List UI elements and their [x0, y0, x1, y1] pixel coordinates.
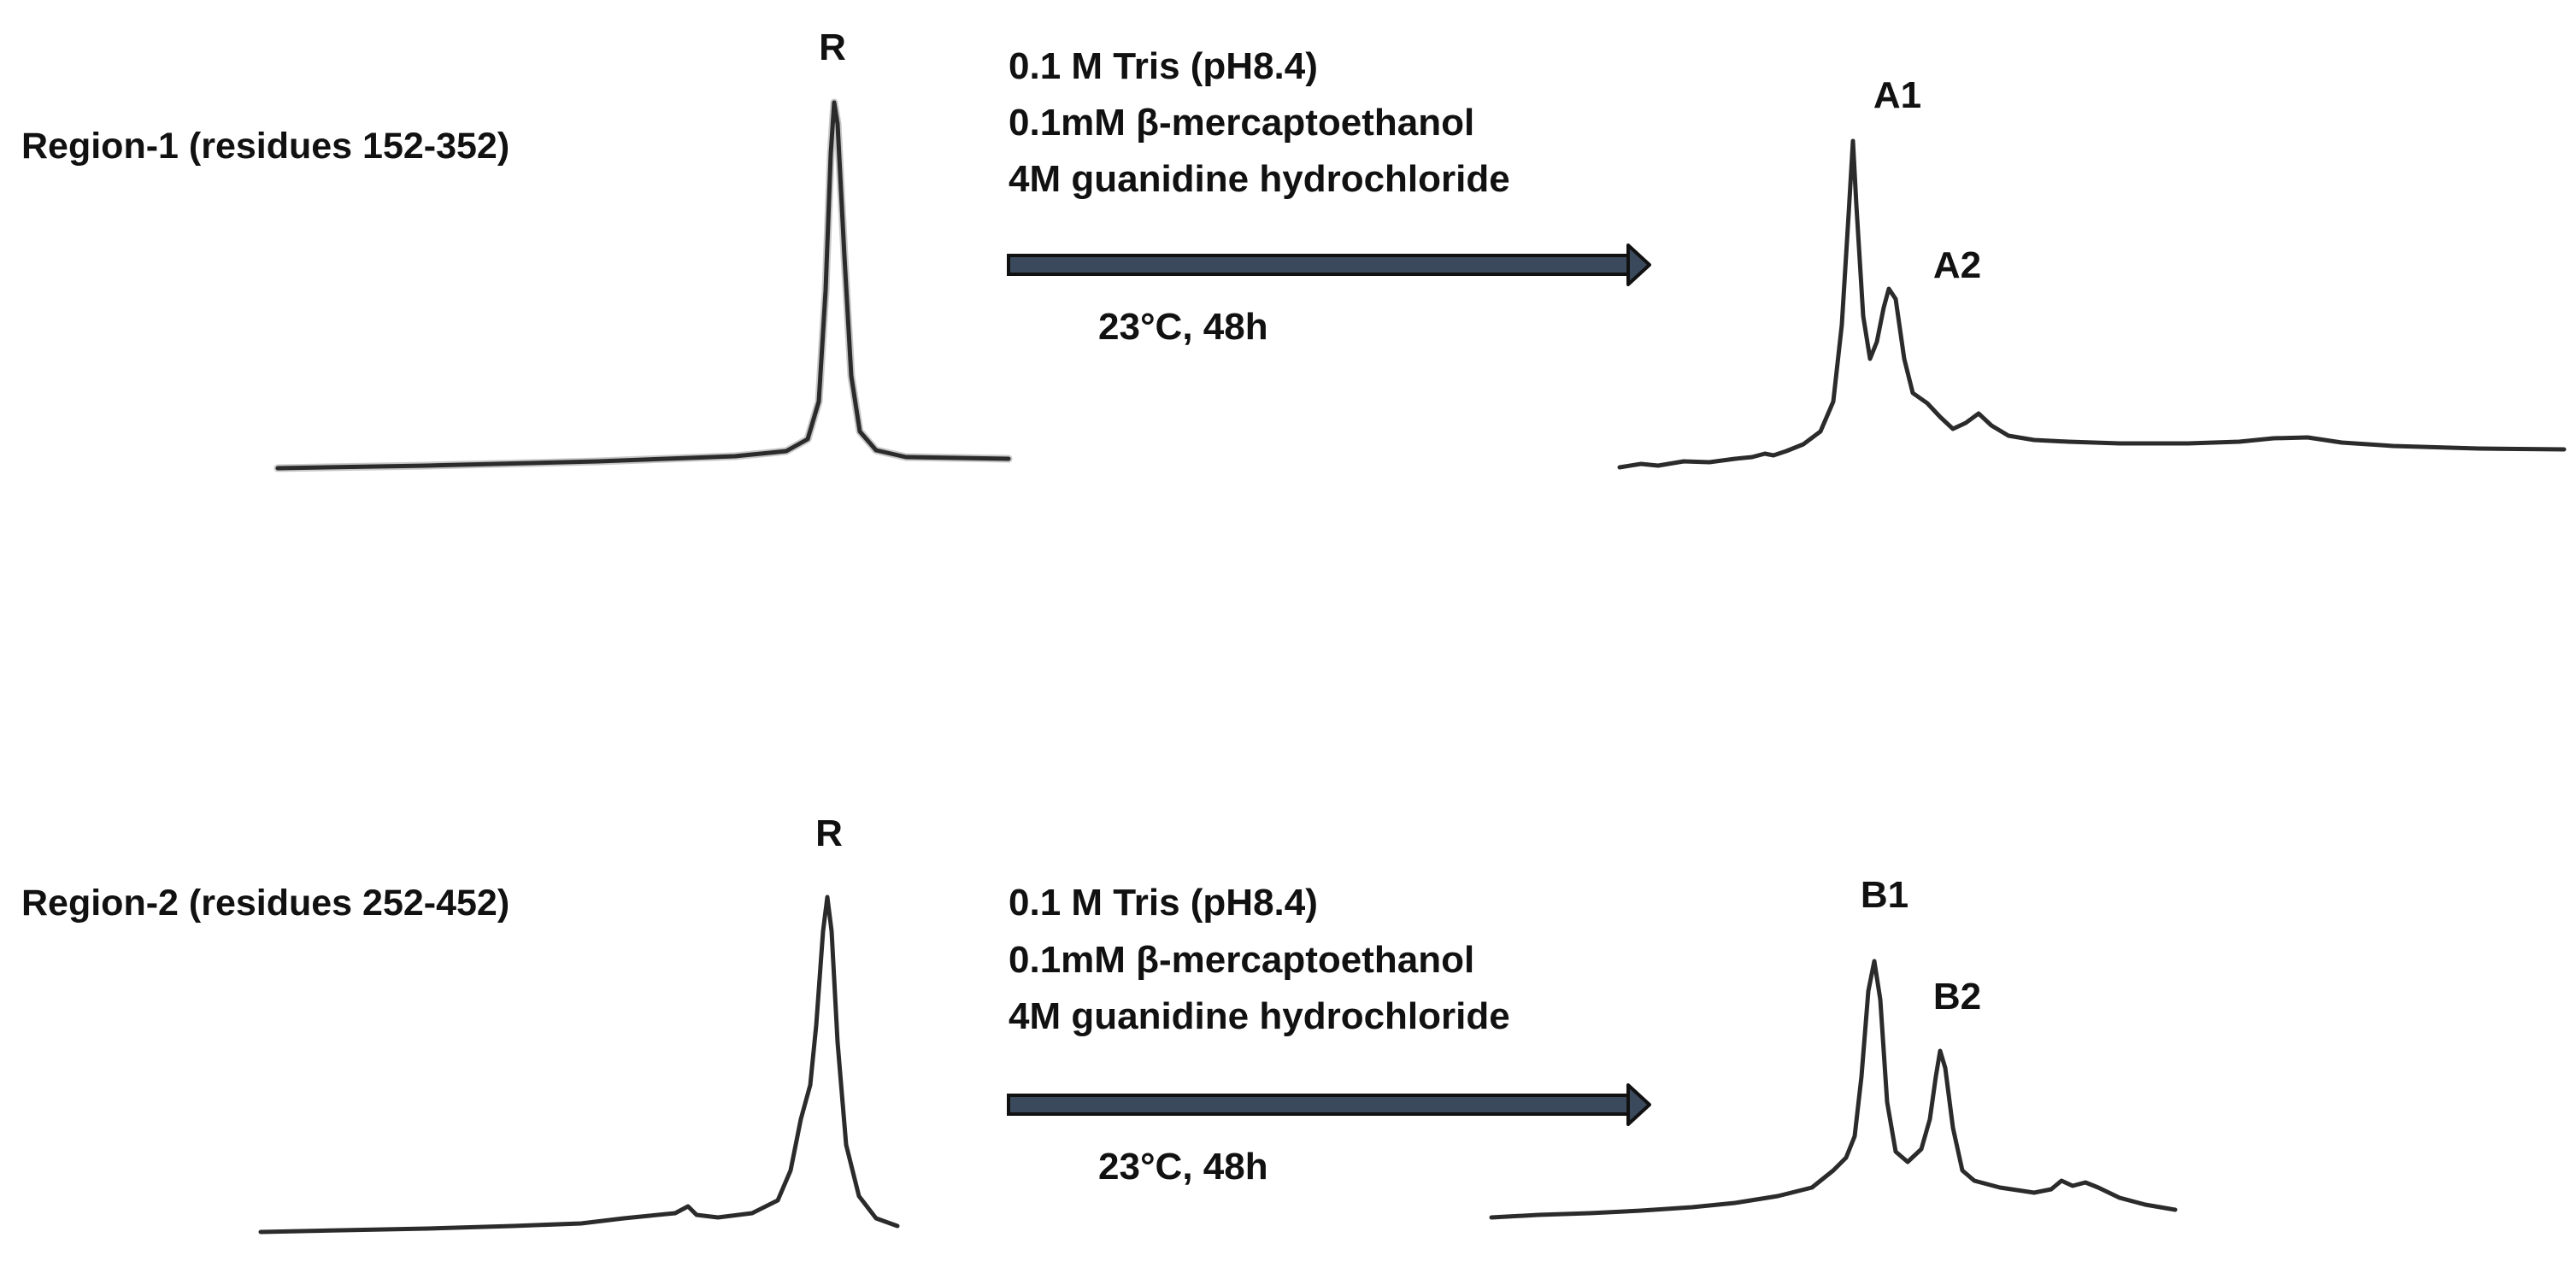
- region-1-peak-a2-label: A2: [1933, 244, 1981, 286]
- region-2-condition-1: 0.1 M Tris (pH8.4): [1009, 882, 1318, 924]
- panel-region-2: Region-2 (residues 252-452) R 0.1 M Tris…: [21, 812, 2178, 1235]
- region-2-before-trace: [258, 895, 900, 1235]
- region-1-peak-r-label: R: [819, 26, 846, 68]
- region-2-reaction-arrow: [1007, 1083, 1651, 1126]
- region-1-peak-a1-label: A1: [1873, 74, 1921, 116]
- region-1-label: Region-1 (residues 152-352): [21, 126, 509, 167]
- region-2-peak-r-label: R: [815, 812, 843, 854]
- panel-region-1: Region-1 (residues 152-352) R 0.1 M Tris…: [21, 26, 2567, 472]
- region-2-peak-b2-label: B2: [1933, 976, 1981, 1018]
- region-1-condition-3: 4M guanidine hydrochloride: [1009, 158, 1510, 200]
- region-2-after-trace: [1489, 959, 2178, 1220]
- region-2-condition-2: 0.1mM β-mercaptoethanol: [1009, 939, 1474, 981]
- region-1-before-trace: [275, 100, 1011, 471]
- region-1-after-trace: [1617, 138, 2567, 470]
- region-1-incubation: 23°C, 48h: [1098, 306, 1268, 348]
- region-2-incubation: 23°C, 48h: [1098, 1146, 1268, 1188]
- region-2-condition-3: 4M guanidine hydrochloride: [1009, 995, 1510, 1037]
- region-2-peak-b1-label: B1: [1861, 874, 1908, 916]
- region-1-reaction-arrow: [1007, 243, 1651, 286]
- region-1-condition-1: 0.1 M Tris (pH8.4): [1009, 45, 1318, 87]
- region-2-label: Region-2 (residues 252-452): [21, 883, 509, 924]
- region-1-condition-2: 0.1mM β-mercaptoethanol: [1009, 102, 1474, 144]
